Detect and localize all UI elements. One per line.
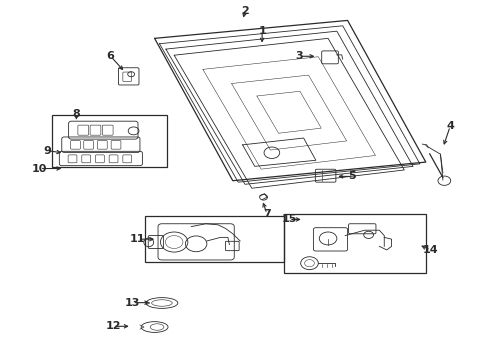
Text: 5: 5 [349, 171, 356, 181]
Text: 6: 6 [107, 51, 115, 61]
Text: 10: 10 [32, 163, 48, 174]
Text: 14: 14 [423, 245, 439, 255]
Text: 3: 3 [295, 51, 302, 61]
Bar [52, 116, 167, 167]
Text: 11: 11 [130, 234, 145, 244]
Text: 4: 4 [446, 121, 454, 131]
Bar [145, 216, 284, 262]
Text: 1: 1 [258, 26, 266, 36]
Bar [284, 214, 426, 273]
Text: 9: 9 [43, 145, 51, 156]
Text: 7: 7 [263, 209, 271, 219]
Text: 15: 15 [281, 215, 296, 224]
Text: 12: 12 [105, 321, 121, 331]
Text: 2: 2 [241, 6, 249, 17]
Text: 8: 8 [73, 109, 80, 119]
Text: 13: 13 [125, 298, 140, 308]
